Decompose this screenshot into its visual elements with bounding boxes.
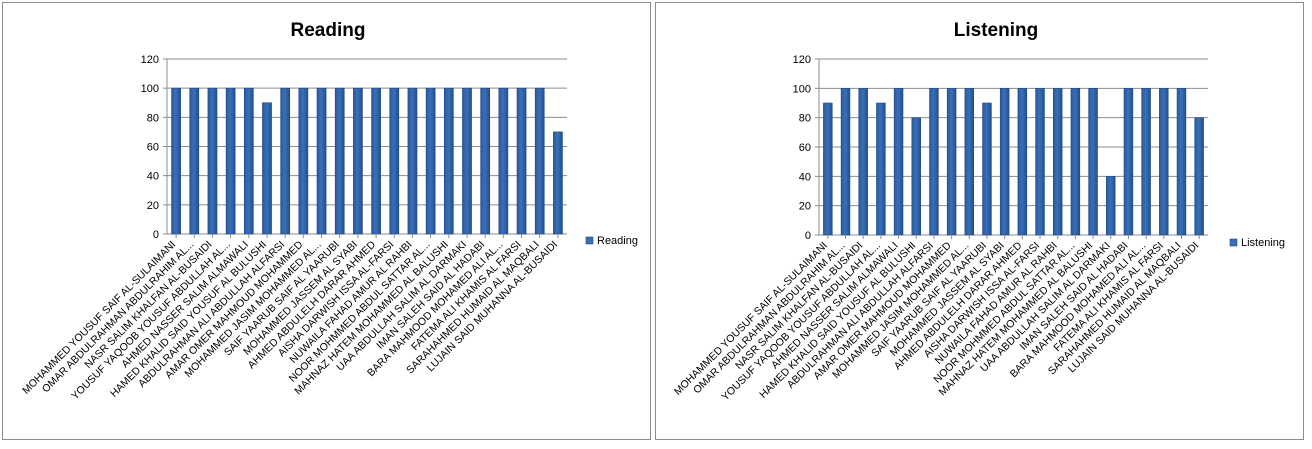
bar-listening xyxy=(1088,88,1098,236)
legend-swatch xyxy=(585,236,594,245)
reading-chart-title: Reading xyxy=(291,20,366,41)
bar-reading xyxy=(298,87,309,235)
bar-listening xyxy=(1176,88,1187,236)
y-tick-label: 20 xyxy=(799,201,811,213)
bar-listening xyxy=(1123,88,1134,236)
bar-reading xyxy=(243,87,254,235)
bar-listening xyxy=(964,88,975,236)
bar-reading xyxy=(189,87,200,235)
bar-reading xyxy=(225,87,236,235)
bar-reading xyxy=(171,87,181,235)
bar-listening xyxy=(858,88,868,236)
y-tick-label: 80 xyxy=(147,112,159,124)
bar-reading xyxy=(316,87,327,235)
bar-reading xyxy=(262,102,272,235)
y-tick-label: 40 xyxy=(799,171,811,183)
y-tick-label: 60 xyxy=(147,142,159,154)
y-tick-label: 80 xyxy=(799,113,811,125)
legend-swatch xyxy=(1229,238,1238,247)
y-tick-label: 100 xyxy=(141,83,159,95)
bar-listening xyxy=(911,117,921,236)
bar-reading xyxy=(207,87,218,235)
bar-listening xyxy=(982,102,992,236)
bar-listening xyxy=(893,88,904,236)
bar-reading xyxy=(462,87,472,235)
reading-chart-panel: Reading 0 20 40 60 80 100 120 MOHAMMED YOUSUF SA… xyxy=(2,2,651,440)
bar-listening xyxy=(1141,88,1151,236)
y-tick-label: 120 xyxy=(793,54,811,66)
bar-listening xyxy=(1035,88,1045,236)
bar-listening xyxy=(840,88,851,236)
bar-listening xyxy=(1017,88,1028,236)
bar-reading xyxy=(553,131,563,235)
y-tick-label: 60 xyxy=(799,142,811,154)
y-tick-label: 20 xyxy=(147,200,159,212)
y-tick-label: 120 xyxy=(141,54,159,66)
bar-reading xyxy=(353,87,363,235)
bar-reading xyxy=(389,87,400,235)
y-tick-label: 100 xyxy=(793,83,811,95)
y-tick-label: 0 xyxy=(153,229,159,241)
bar-listening xyxy=(929,88,939,236)
bar-reading xyxy=(480,87,491,235)
legend-label: Listening xyxy=(1241,237,1285,249)
bar-listening xyxy=(876,102,886,236)
bar-reading xyxy=(534,87,545,235)
bar-listening xyxy=(1070,88,1081,236)
bar-listening xyxy=(1159,88,1169,236)
listening-chart-title: Listening xyxy=(954,20,1038,41)
bar-listening xyxy=(1106,176,1116,236)
bar-listening xyxy=(823,102,833,236)
y-tick-label: 40 xyxy=(147,171,159,183)
legend-label: Reading xyxy=(597,235,638,247)
bar-reading xyxy=(425,87,436,235)
bar-listening xyxy=(999,88,1010,236)
bar-reading xyxy=(516,87,527,235)
bar-reading xyxy=(371,87,381,235)
bar-reading xyxy=(334,87,345,235)
bar-reading xyxy=(443,87,454,235)
bar-reading xyxy=(280,87,291,235)
bar-listening xyxy=(1194,117,1204,236)
bar-reading xyxy=(498,87,509,235)
listening-chart-panel: Listening 0 20 40 60 80 100 120 MOHAMMED YOUSUF … xyxy=(655,2,1304,440)
y-tick-label: 0 xyxy=(805,230,811,242)
bar-listening xyxy=(946,88,957,236)
bar-listening xyxy=(1052,88,1063,236)
bar-reading xyxy=(407,87,418,235)
